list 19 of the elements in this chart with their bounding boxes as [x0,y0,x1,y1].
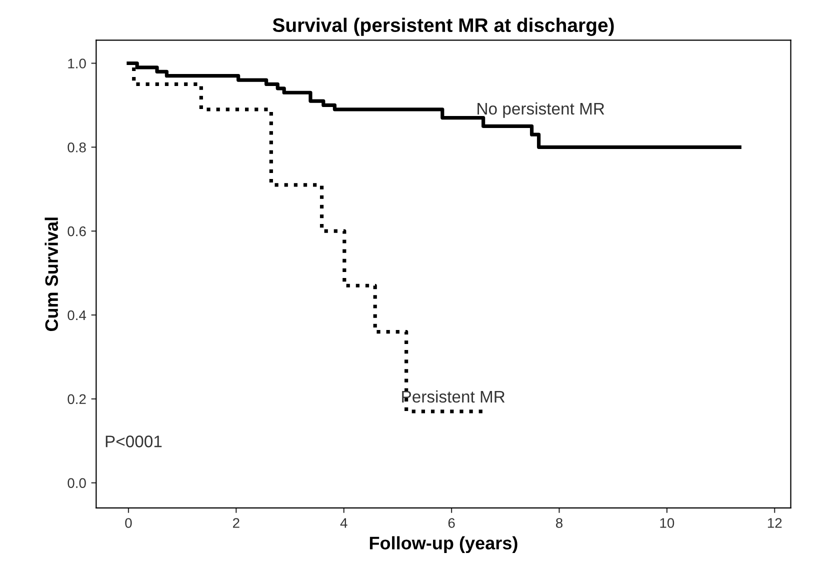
chart-title: Survival (persistent MR at discharge) [272,18,614,36]
x-tick-label: 0 [125,518,132,528]
y-axis-title: Cum Survival [44,218,58,332]
y-tick-label: 1.0 [68,58,86,68]
x-tick-label: 6 [448,518,455,528]
x-tick-label: 2 [233,518,240,528]
series-label: No persistent MR [478,102,604,118]
y-tick-label: 0.2 [68,394,86,404]
annotation: P<0001 [106,436,162,448]
y-tick-label: 0.0 [68,478,86,488]
y-tick-label: 0.8 [68,142,86,152]
x-axis-title: Follow-up (years) [370,536,518,554]
y-tick-label: 0.6 [68,226,86,236]
x-tick-label: 12 [768,518,782,528]
x-tick-label: 4 [340,518,348,528]
x-tick-label: 10 [660,518,674,528]
x-tick-label: 8 [556,518,562,528]
series-label: Persistent MR [402,390,505,403]
y-tick-label: 0.4 [68,310,86,320]
